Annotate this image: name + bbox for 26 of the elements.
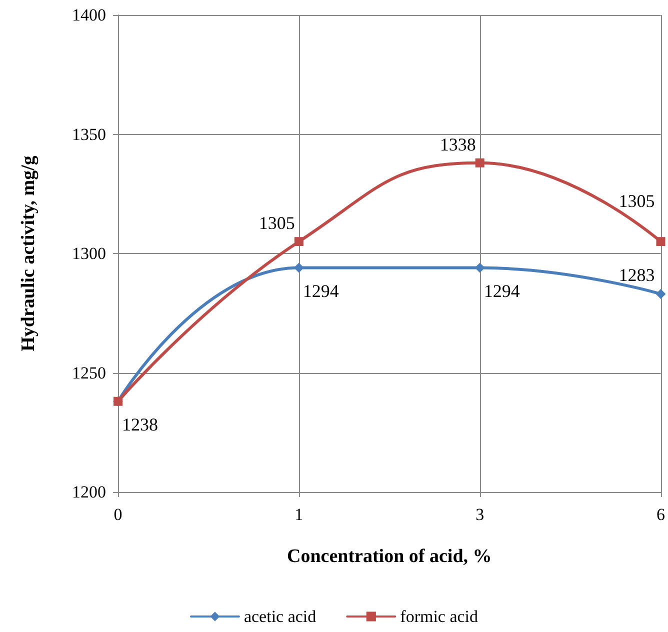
legend-label: acetic acid: [244, 607, 317, 626]
y-tick-label: 1300: [72, 244, 106, 263]
x-tick-label: 3: [476, 505, 484, 524]
y-tick-label: 1350: [72, 124, 106, 144]
point: [294, 262, 304, 273]
point: [656, 289, 666, 300]
data-label: 1305: [258, 213, 295, 234]
legend-label: formic acid: [400, 607, 479, 626]
data-label: 1338: [440, 134, 476, 154]
data-label: 1294: [302, 280, 339, 301]
x-tick-label: 6: [656, 505, 665, 524]
x-tick-label: 0: [114, 505, 122, 524]
point: [656, 237, 666, 246]
y-tick-label: 1250: [72, 363, 106, 382]
y-tick-label: 1200: [72, 482, 106, 502]
data-label: 1305: [618, 191, 655, 212]
point: [294, 237, 304, 246]
x-tick-label: 1: [294, 505, 304, 524]
data-label: 1283: [618, 265, 655, 286]
data-label: 1238: [122, 414, 158, 434]
x-axis-title: Concentration of acid, %: [286, 546, 492, 567]
point: [475, 158, 484, 168]
y-axis-title: Hydraulic activity, mg/g: [18, 155, 39, 352]
point: [474, 262, 485, 273]
y-tick-label: 1400: [72, 6, 106, 24]
data-label: 1294: [484, 280, 520, 301]
